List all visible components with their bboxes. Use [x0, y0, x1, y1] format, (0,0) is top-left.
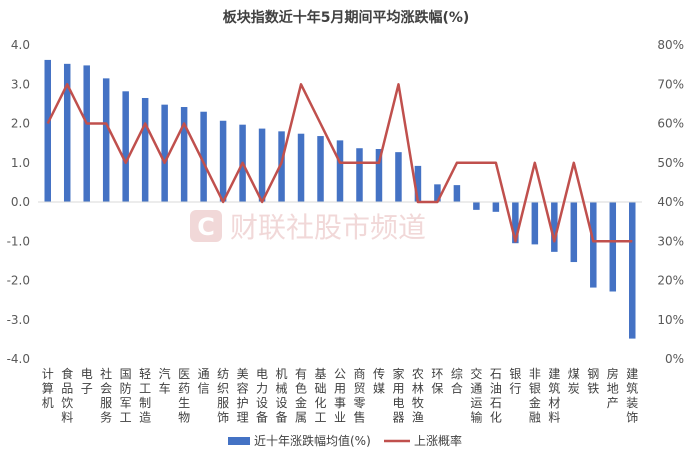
category-label: 银行 [509, 367, 521, 396]
category-label: 钢铁 [587, 367, 599, 396]
left-y-tick-label: -4.0 [7, 352, 30, 366]
category-label: 公用事业 [334, 367, 346, 425]
left-y-tick-label: 4.0 [11, 38, 30, 52]
right-y-tick-label: 60% [657, 117, 684, 131]
category-label: 综合 [451, 367, 463, 396]
bar [512, 202, 519, 244]
category-label: 非银金融 [529, 367, 541, 425]
category-label: 轻工制造 [139, 367, 151, 425]
bar [219, 120, 227, 202]
bar [531, 202, 539, 245]
bar [336, 140, 344, 202]
right-y-tick-label: 40% [657, 195, 684, 209]
bar [180, 107, 188, 202]
bar [141, 97, 149, 202]
bar [375, 149, 383, 202]
left-y-tick-label: -2.0 [7, 274, 30, 288]
category-label: 传媒 [373, 366, 385, 396]
left-y-tick-label: 3.0 [11, 77, 30, 91]
category-label: 基础化工 [315, 367, 327, 425]
bar [161, 104, 168, 202]
category-label: 环保 [431, 367, 443, 396]
category-label: 通信 [198, 367, 210, 396]
bar [44, 59, 51, 202]
category-label: 国防军工 [120, 367, 132, 425]
category-label: 商贸零售 [353, 366, 365, 425]
left-y-tick-label: 2.0 [11, 117, 30, 131]
bar [414, 165, 422, 202]
left-y-axis: 4.0 3.0 2.0 1.0 0.0 -1.0 -2.0 -3.0 -4.0 [7, 38, 30, 366]
right-y-tick-label: 0% [665, 352, 684, 366]
bar [590, 202, 597, 288]
category-label: 石油石化 [490, 367, 502, 425]
right-y-tick-label: 50% [657, 156, 684, 170]
bar [473, 202, 480, 210]
category-label: 农林牧渔 [412, 367, 424, 425]
category-label: 计算机 [42, 367, 54, 410]
category-label: 家用电器 [392, 366, 404, 425]
watermark-text: 财联社股市频道 [230, 211, 426, 244]
category-label: 交通运输 [470, 366, 482, 425]
legend-bar-label: 近十年涨跌幅均值(%) [254, 433, 371, 448]
right-y-tick-label: 10% [657, 313, 684, 327]
bar [609, 202, 617, 292]
category-label: 医药生物 [178, 367, 190, 425]
bar [453, 185, 461, 202]
legend-bar-swatch [228, 437, 250, 445]
category-label: 煤炭 [568, 367, 580, 396]
bar [258, 128, 266, 202]
category-labels: 计算机食品饮料电子社会服务国防军工轻工制造汽车医药生物通信纺织服饰美容护理电力设… [42, 366, 639, 425]
bar [317, 136, 324, 202]
category-label: 电力设备 [256, 367, 268, 425]
bar [395, 152, 402, 202]
line-path [46, 83, 633, 243]
right-y-tick-label: 70% [657, 77, 684, 91]
bar [434, 184, 441, 202]
line-series [46, 83, 633, 243]
watermark: C 财联社股市频道 [190, 210, 426, 244]
right-y-tick-label: 20% [657, 274, 684, 288]
category-label: 机械设备 [276, 367, 288, 425]
bar-series [44, 59, 636, 339]
category-label: 房地产 [607, 366, 619, 410]
bar [356, 148, 363, 202]
category-label: 纺织服饰 [217, 367, 229, 425]
bar [492, 202, 500, 212]
legend: 近十年涨跌幅均值(%) 上涨概率 [228, 433, 462, 448]
left-y-tick-label: 1.0 [11, 156, 30, 170]
category-label: 建筑材料 [548, 367, 560, 425]
bar [200, 111, 207, 202]
category-label: 美容护理 [237, 367, 249, 425]
bar [570, 202, 578, 263]
left-y-tick-label: -1.0 [7, 234, 30, 248]
left-y-tick-label: 0.0 [11, 195, 30, 209]
category-label: 社会服务 [100, 366, 112, 425]
category-label: 汽车 [159, 366, 171, 396]
bar [122, 91, 129, 202]
right-y-tick-label: 80% [657, 38, 684, 52]
bar [83, 65, 90, 202]
right-y-tick-label: 30% [657, 234, 684, 248]
category-label: 有色金属 [295, 367, 307, 425]
legend-line-label: 上涨概率 [414, 433, 462, 448]
category-label: 建筑装饰 [626, 367, 638, 425]
bar [629, 202, 636, 339]
bar [63, 63, 71, 203]
bar [278, 131, 285, 202]
bar [551, 202, 558, 252]
bar [297, 133, 305, 202]
watermark-logo-box [190, 210, 222, 242]
bar [102, 78, 110, 202]
category-label: 食品饮料 [61, 366, 73, 425]
right-y-axis: 80% 70% 60% 50% 40% 30% 20% 10% 0% [657, 38, 684, 366]
watermark-logo: C [197, 213, 215, 241]
left-y-tick-label: -3.0 [7, 313, 30, 327]
category-label: 电子 [81, 367, 93, 396]
chart-title: 板块指数近十年5月期间平均涨跌幅(%) [223, 9, 470, 26]
